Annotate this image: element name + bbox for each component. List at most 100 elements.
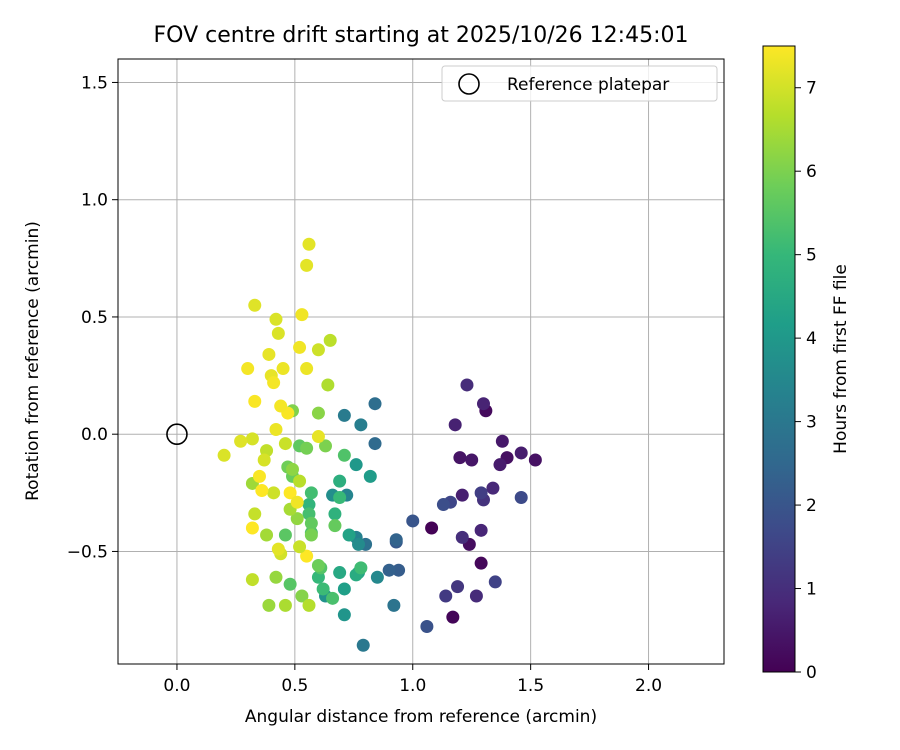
data-point [354,561,368,575]
data-point [283,577,297,591]
data-point [469,589,483,603]
data-point [262,598,276,612]
y-tick-label: 1.5 [81,73,108,93]
data-point [451,580,465,594]
data-point [283,486,297,500]
y-tick-label: 1.0 [81,191,108,211]
reference-marker [166,423,188,445]
colorbar-tick-label: 4 [806,329,817,349]
data-point [304,516,318,530]
data-point [488,575,502,589]
data-point [392,563,406,577]
data-point [476,397,490,411]
data-point [356,638,370,652]
colorbar-label: Hours from first FF file [831,264,851,454]
data-point [302,237,316,251]
data-point [269,570,283,584]
data-point [262,347,276,361]
data-point [302,598,316,612]
data-point [448,418,462,432]
data-point [300,362,314,376]
colorbar-tick-label: 5 [806,246,817,266]
data-point [267,376,281,390]
data-point [241,362,255,376]
chart-title: FOV centre drift starting at 2025/10/26 … [154,23,689,48]
data-point [245,432,259,446]
data-point [514,446,528,460]
data-point [278,598,292,612]
y-axis-label: Rotation from reference (arcmin) [23,221,43,501]
data-point [455,488,469,502]
data-point [354,418,368,432]
data-point [368,397,382,411]
legend-entry: Reference platepar [507,75,669,95]
colorbar: 0 1 2 3 4 5 6 7 Hours from first FF file [762,45,851,683]
data-point [248,394,262,408]
data-point [300,549,314,563]
data-point [276,362,290,376]
data-point [316,582,330,596]
y-axis-ticks: −0.5 0.0 0.5 1.0 1.5 [67,73,118,562]
data-point [446,610,460,624]
colorbar-tick-label: 2 [806,496,817,516]
colorbar-tick-label: 0 [806,663,817,683]
legend: Reference platepar [441,65,718,102]
data-point [453,451,467,465]
data-point [333,474,347,488]
data-point [285,462,299,476]
colorbar-tick-label: 3 [806,413,817,433]
data-point [311,343,325,357]
colorbar-tick-label: 6 [806,162,817,182]
data-point [387,598,401,612]
data-point [290,512,304,526]
data-point [493,458,507,472]
x-axis-label: Angular distance from reference (arcmin) [245,707,597,727]
data-point [333,566,347,580]
data-point [255,483,269,497]
legend-box [441,65,718,102]
data-point [319,439,333,453]
data-point [252,469,266,483]
data-point [321,378,335,392]
data-point [295,589,309,603]
data-point [326,591,340,605]
x-tick-label: 1.0 [399,676,426,696]
data-point [406,514,420,528]
data-point [269,423,283,437]
data-point [465,453,479,467]
data-point [474,556,488,570]
data-point [295,308,309,322]
data-point [269,312,283,326]
colorbar-tick-label: 1 [806,580,817,600]
data-point [337,582,351,596]
data-point [436,498,450,512]
data-point [514,491,528,505]
data-point [304,486,318,500]
data-point [363,469,377,483]
data-point [293,540,307,554]
data-point [267,486,281,500]
data-point [271,326,285,340]
data-point [234,434,248,448]
colorbar-gradient [762,45,796,673]
y-tick-label: −0.5 [67,542,108,562]
data-point [300,441,314,455]
colorbar-ticks: 0 1 2 3 4 5 6 7 [795,79,817,683]
data-point [278,528,292,542]
data-point [290,495,304,509]
data-point [328,507,342,521]
data-point [271,542,285,556]
data-point [474,523,488,537]
data-point [311,430,325,444]
data-point [217,448,231,462]
data-point [474,486,488,500]
data-point [274,399,288,413]
data-point [337,448,351,462]
data-point [293,340,307,354]
colorbar-tick-label: 7 [806,79,817,99]
data-point [337,408,351,422]
data-point [495,434,509,448]
data-point [455,530,469,544]
data-point [528,453,542,467]
